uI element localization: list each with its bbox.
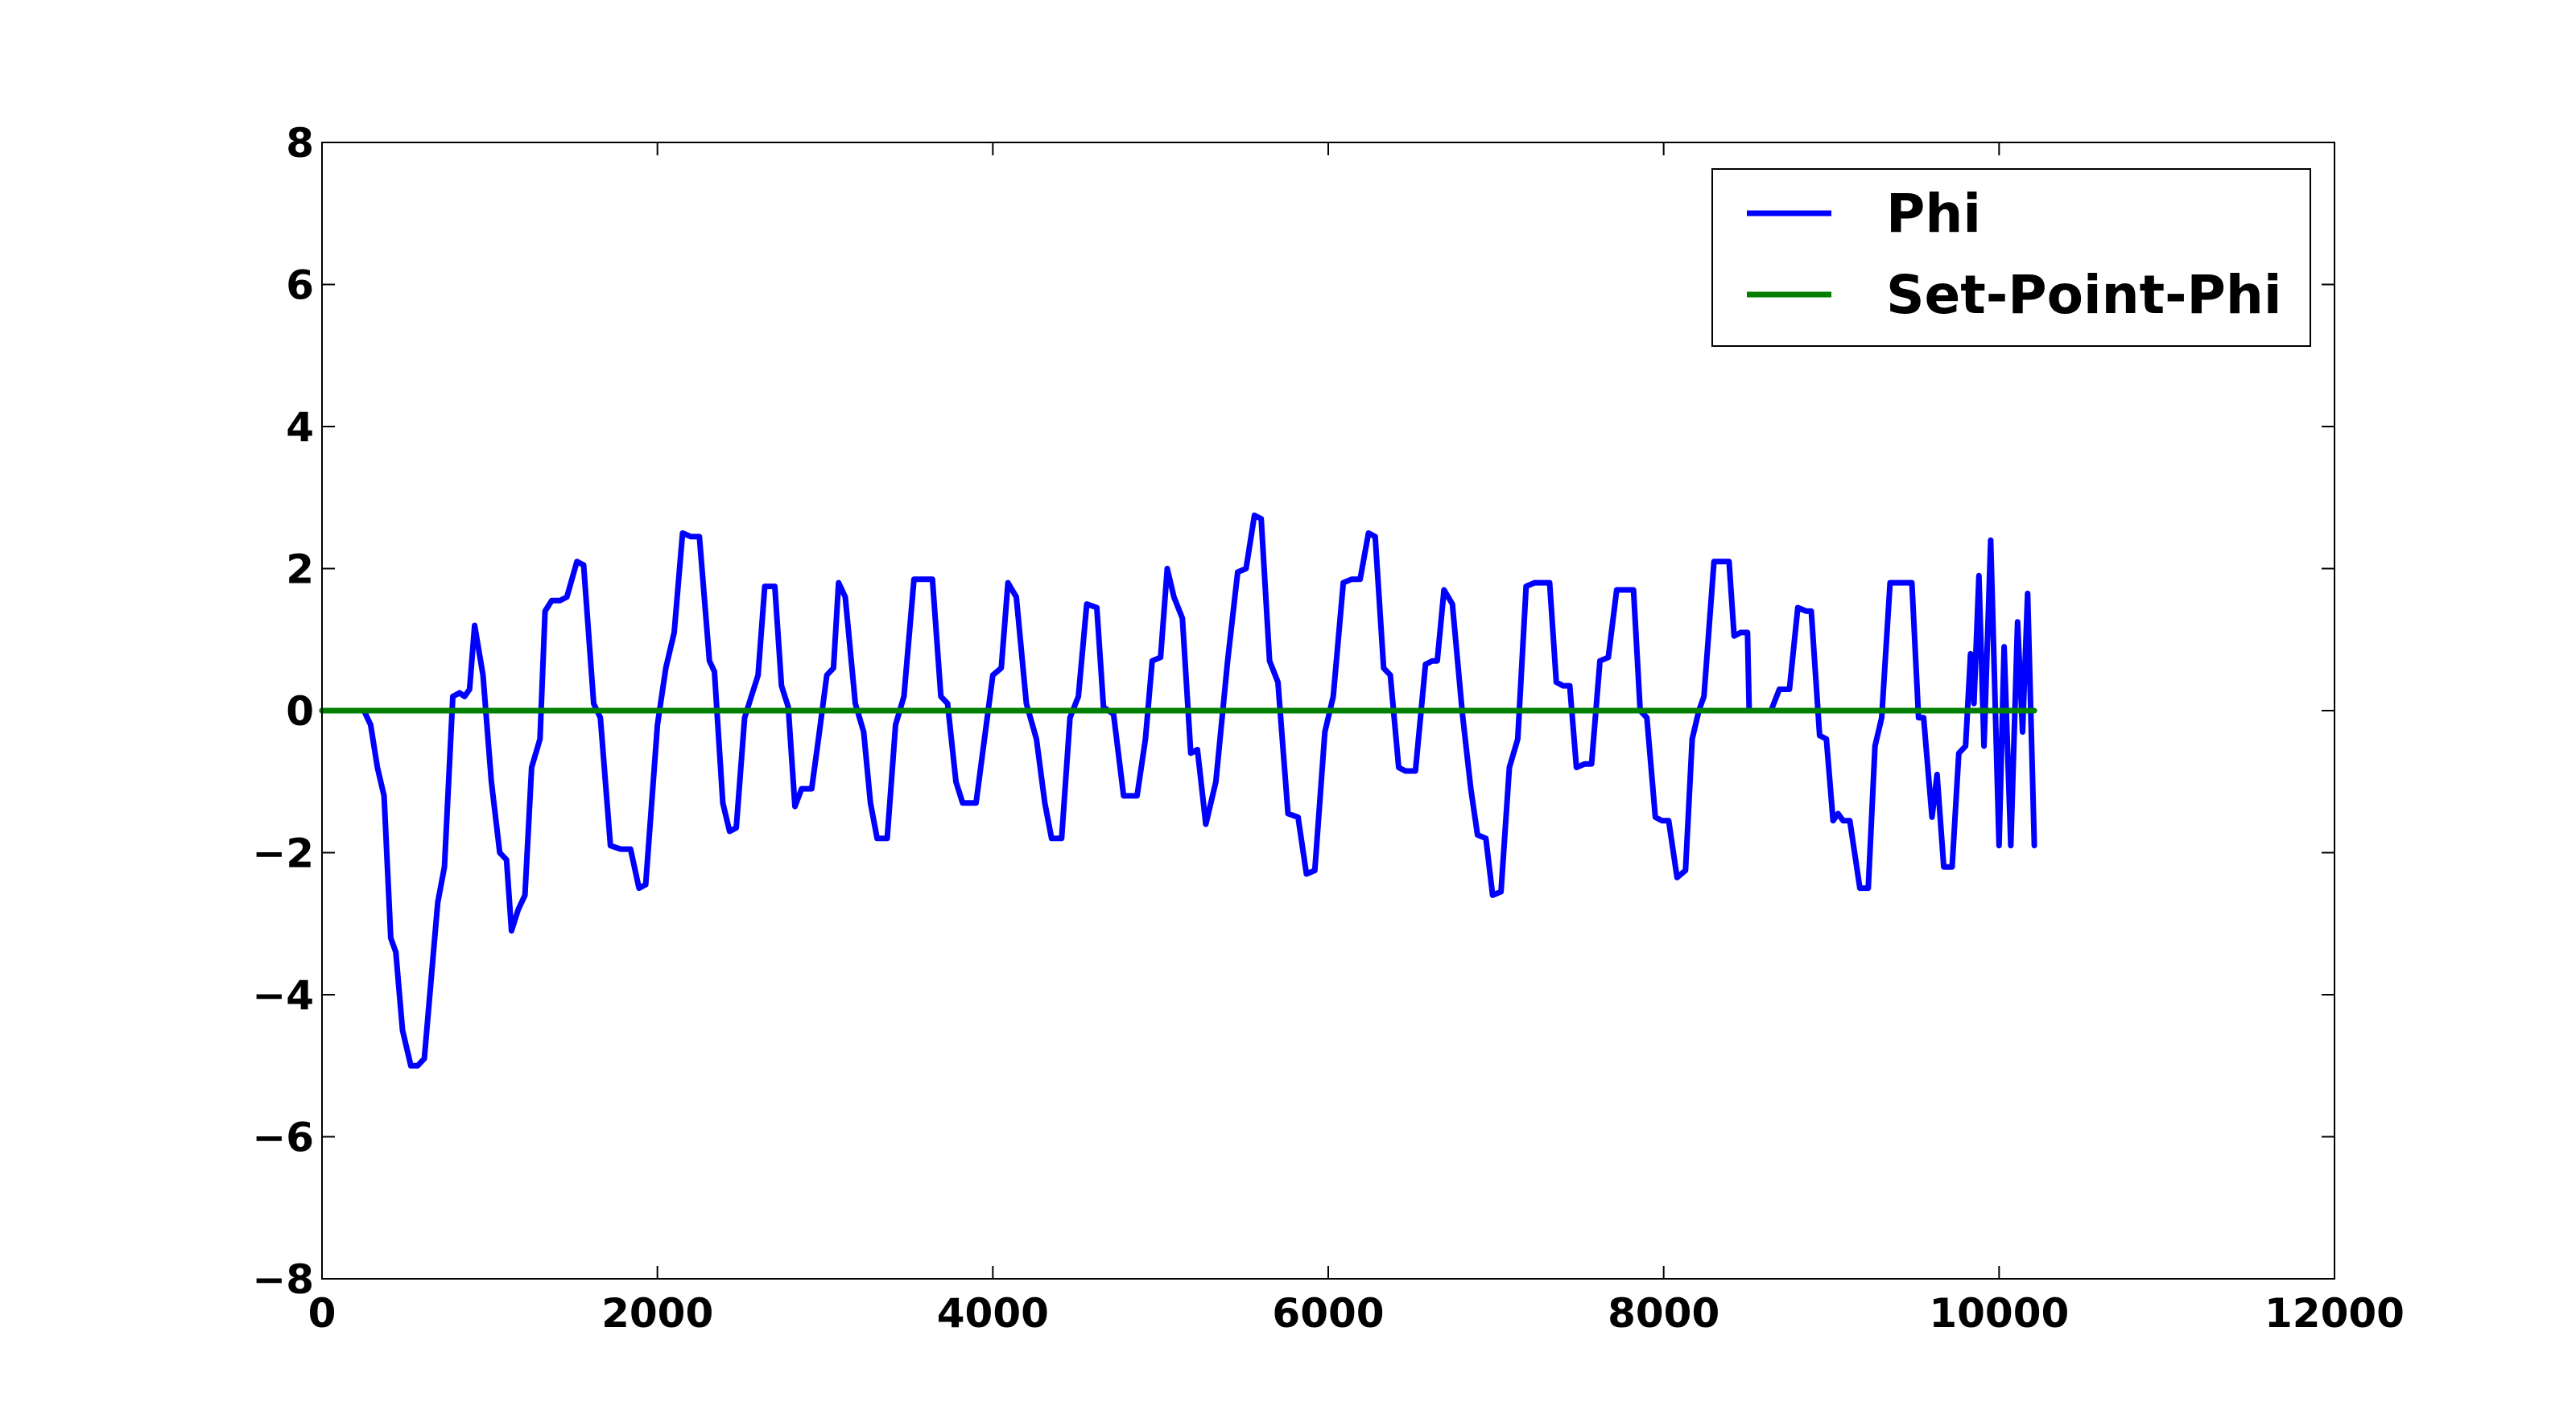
x-tick-label: 0: [308, 1290, 336, 1337]
y-tick-label: −2: [252, 831, 314, 877]
legend-box: [1711, 168, 2311, 347]
y-tick-label: 2: [286, 546, 314, 593]
y-tick-label: 4: [286, 404, 314, 451]
plot-frame: [321, 142, 2335, 1280]
legend-label-phi: Phi: [1886, 183, 1981, 245]
x-tick-label: 10000: [1929, 1290, 2069, 1337]
y-tick-label: 0: [286, 688, 314, 735]
series-line-phi: [319, 512, 2037, 1069]
x-tick-label: 12000: [2264, 1290, 2405, 1337]
y-tick-label: −4: [252, 972, 314, 1019]
x-tick-label: 4000: [937, 1290, 1049, 1337]
legend-label-set-point-phi: Set-Point-Phi: [1886, 264, 2282, 326]
y-tick-label: −6: [252, 1115, 314, 1161]
y-tick-label: 8: [286, 120, 314, 167]
legend: Phi Set-Point-Phi: [1711, 168, 2311, 347]
x-tick-label: 2000: [601, 1290, 713, 1337]
x-tick-label: 8000: [1608, 1290, 1719, 1337]
y-tick-label: 6: [286, 262, 314, 309]
x-tick-label: 6000: [1272, 1290, 1384, 1337]
y-tick-label: −8: [252, 1256, 314, 1303]
